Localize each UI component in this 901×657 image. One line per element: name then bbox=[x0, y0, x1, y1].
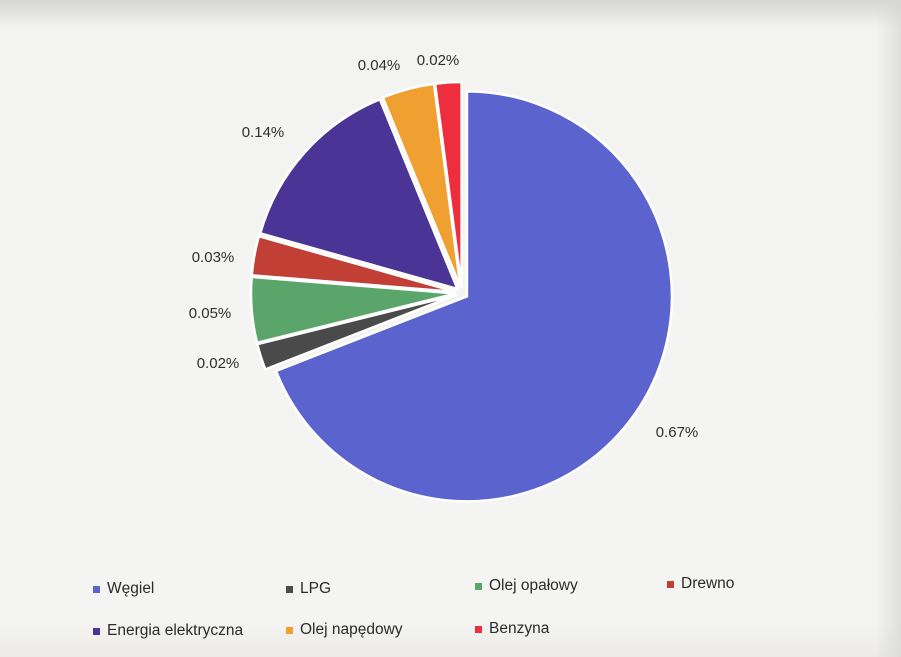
data-label-olej-opalowy: 0.05% bbox=[189, 305, 232, 322]
legend-swatch-energia-elektryczna bbox=[93, 627, 100, 635]
legend-swatch-wegiel bbox=[93, 585, 100, 593]
legend-label-wegiel: Węgiel bbox=[107, 580, 155, 597]
legend-label-olej-napedowy: Olej napędowy bbox=[300, 621, 403, 638]
data-label-drewno: 0.03% bbox=[192, 249, 235, 266]
pie-data-labels: 0.67% 0.02% 0.05% 0.03% 0.14% 0.04% 0.02% bbox=[189, 52, 699, 441]
legend-label-lpg: LPG bbox=[300, 580, 332, 597]
scan-right-edge bbox=[875, 0, 901, 657]
data-label-benzyna: 0.02% bbox=[417, 52, 460, 69]
pie-slices bbox=[249, 80, 674, 503]
legend-item-lpg: LPG bbox=[286, 580, 331, 598]
legend-swatch-lpg bbox=[286, 585, 293, 593]
legend-item-drewno: Drewno bbox=[667, 575, 734, 593]
legend-label-benzyna: Benzyna bbox=[489, 620, 550, 637]
pie-slice-drewno bbox=[250, 234, 457, 294]
pie-slice-olej-opalowy bbox=[249, 275, 457, 345]
legend-swatch-olej-napedowy bbox=[286, 626, 293, 634]
data-label-olej-napedowy: 0.04% bbox=[358, 57, 401, 74]
legend-item-olej-opalowy: Olej opałowy bbox=[475, 577, 578, 595]
pie-slice-lpg bbox=[255, 293, 457, 372]
legend-item-energia-elektryczna: Energia elektryczna bbox=[93, 622, 243, 640]
legend-item-olej-napedowy: Olej napędowy bbox=[286, 621, 403, 639]
legend-label-energia-elektryczna: Energia elektryczna bbox=[107, 622, 244, 639]
legend-item-wegiel: Węgiel bbox=[93, 580, 154, 598]
legend-swatch-olej-opalowy bbox=[475, 582, 482, 590]
legend-swatch-drewno bbox=[667, 580, 674, 588]
data-label-energia-elektryczna: 0.14% bbox=[242, 124, 285, 141]
legend-label-drewno: Drewno bbox=[681, 575, 735, 592]
pie-slice-energia-elektryczna bbox=[258, 97, 460, 291]
pie-slice-benzyna bbox=[433, 80, 463, 288]
legend-swatch-benzyna bbox=[475, 625, 482, 633]
data-label-wegiel: 0.67% bbox=[656, 424, 699, 441]
data-label-lpg: 0.02% bbox=[197, 355, 240, 372]
pie-slice-wegiel bbox=[274, 90, 674, 503]
legend-label-olej-opalowy: Olej opałowy bbox=[489, 577, 578, 594]
legend-item-benzyna: Benzyna bbox=[475, 620, 549, 638]
scan-top-edge bbox=[0, 0, 901, 26]
